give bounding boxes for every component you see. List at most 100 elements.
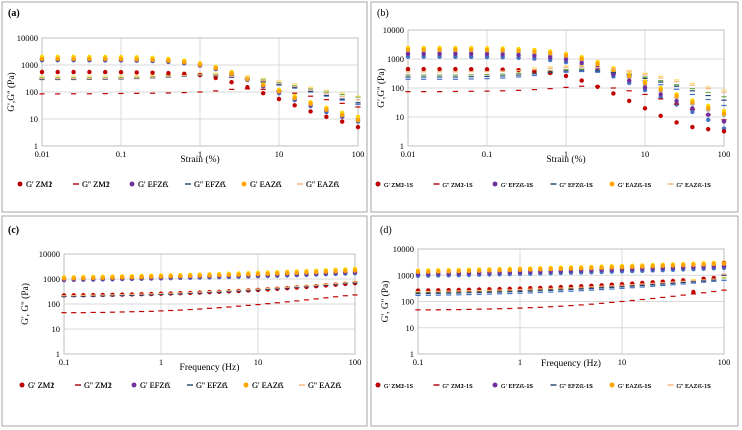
data-point [292, 103, 297, 108]
legend-label: G' EFZC-1S [501, 182, 533, 189]
legend-label: G'' ZM2-1S [443, 182, 474, 189]
data-point [100, 275, 105, 280]
legend-marker [609, 181, 615, 187]
data-point [627, 98, 632, 104]
legend-label: G'' ZM1-1S [443, 383, 474, 390]
data-point [706, 126, 711, 132]
legend-item: G'' ZM1-1S [433, 383, 474, 390]
data-point [421, 51, 426, 57]
data-point [197, 273, 202, 278]
panel-frame [1, 1, 368, 213]
legend-label: G'' EAZA [308, 381, 342, 390]
data-point [721, 119, 727, 124]
data-point [207, 273, 212, 278]
series-gpp_eaza [405, 66, 727, 93]
data-point [517, 286, 523, 291]
legend-item: G' ZM1-1S [375, 382, 413, 390]
data-point [466, 287, 472, 293]
data-point [294, 270, 299, 276]
legend-marker [241, 181, 247, 187]
data-point [721, 261, 727, 266]
data-point [236, 272, 241, 277]
legend-label: G' ZM1-1S [384, 182, 413, 189]
legend-label: G' EAZA [252, 381, 284, 390]
legend-item: G' EAZA-1S [609, 181, 652, 189]
legend-marker [129, 181, 135, 187]
data-point [609, 265, 614, 270]
x-axis-label: Frequency (Hz) [180, 362, 240, 373]
data-point [129, 275, 135, 280]
data-point [670, 263, 676, 268]
legend-label: G'' EFZA-1S [560, 383, 594, 390]
legend-label: G' EAZC [252, 381, 284, 390]
y-tick-label: 100 [25, 87, 38, 97]
data-point [453, 66, 458, 72]
y-tick-label: 100 [391, 83, 404, 93]
data-point [453, 51, 458, 57]
x-tick-label: 0.1 [116, 149, 127, 159]
series-gpp_zm2 [405, 70, 727, 107]
data-point [548, 266, 553, 272]
legend-item: G'' ZM1 [73, 180, 110, 189]
legend-marker [131, 382, 137, 388]
y-tick-label: 10000 [17, 33, 38, 43]
legend-label: G' EFZC [138, 180, 169, 189]
data-point [308, 109, 313, 114]
data-point [446, 269, 451, 274]
legend-marker [17, 181, 23, 187]
y-axis-label: G', G'' (Pa) [20, 283, 31, 325]
x-axis-label: Strain (%) [180, 154, 219, 165]
legend-item: G' EFZA [131, 381, 171, 390]
data-point [579, 60, 584, 65]
data-point [690, 109, 695, 115]
data-point [548, 55, 553, 60]
data-point [216, 272, 222, 278]
y-tick-label: 10000 [383, 25, 404, 35]
y-tick-label: 1 [34, 141, 38, 151]
legend-label: G' EAZC-1S [618, 182, 651, 189]
data-point [497, 286, 502, 292]
data-point [276, 96, 282, 102]
y-tick-label: 10000 [393, 244, 414, 254]
x-tick-label: 1 [564, 149, 568, 159]
data-point [71, 69, 76, 75]
legend-label: G' ZM2 [28, 381, 54, 390]
data-point [324, 107, 329, 112]
legend-label: G' ZM1-1S [384, 383, 413, 390]
legend-marker [492, 181, 498, 187]
legend-item: G'' EFZA [185, 180, 226, 189]
legend-item: G'' EAZA-1S [667, 383, 711, 390]
data-point [103, 69, 108, 75]
data-point [674, 94, 679, 99]
panel-frame [370, 1, 739, 213]
data-point [134, 70, 139, 75]
data-point [674, 99, 679, 104]
data-point [538, 285, 543, 291]
data-point [642, 106, 648, 111]
data-point [476, 287, 482, 292]
legend-marker [375, 181, 381, 187]
data-point [466, 268, 472, 274]
y-tick-label: 1000 [43, 274, 60, 284]
panel-frame [1, 215, 368, 427]
data-point [706, 117, 711, 123]
legend-label: G'' ZM2-1S [443, 383, 474, 390]
data-point [276, 89, 282, 94]
data-point [436, 269, 441, 274]
x-tick-label: 10 [275, 149, 284, 159]
data-point [118, 56, 124, 62]
data-point [355, 114, 361, 120]
data-point [516, 52, 521, 58]
series-g_eaza [39, 56, 361, 123]
data-point [579, 78, 584, 83]
legend-label: G'' EAZC-1S [677, 182, 712, 189]
y-axis-label: G',G'' (Pa) [376, 68, 387, 107]
data-point [563, 53, 569, 58]
data-point [87, 69, 92, 75]
series-g_eaza [61, 268, 358, 281]
x-tick-label: 100 [349, 357, 362, 367]
legend-label: G' EFZA [140, 381, 171, 390]
data-point [500, 48, 505, 53]
data-point [352, 268, 358, 273]
legend-label: G' EAZA [250, 180, 282, 189]
